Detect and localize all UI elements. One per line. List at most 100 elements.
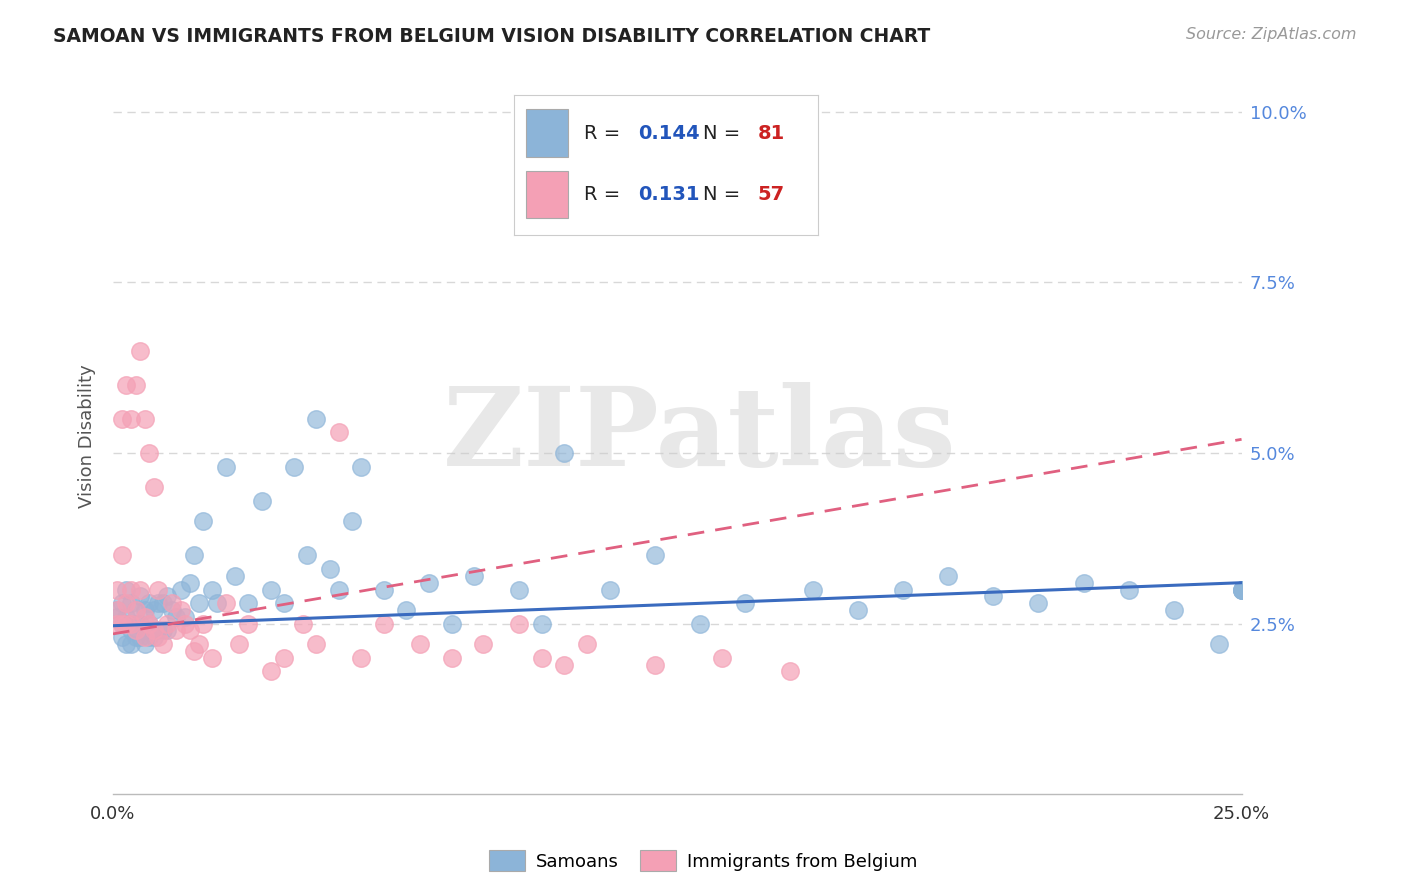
Point (689, 616, 711, 631)
Point (350, 650, 373, 665)
Point (165, 610, 187, 624)
Point (1230, 582, 1253, 597)
Point (134, 412, 156, 426)
Point (120, 637, 142, 651)
Point (156, 616, 179, 631)
Point (409, 637, 432, 651)
Point (328, 425, 350, 440)
Point (129, 616, 152, 631)
Point (156, 624, 179, 638)
Point (134, 603, 156, 617)
Point (201, 650, 224, 665)
Point (115, 582, 138, 597)
Point (644, 549, 666, 563)
Point (472, 637, 495, 651)
Point (1118, 582, 1140, 597)
Point (801, 582, 824, 597)
Point (373, 582, 395, 597)
Point (187, 596, 209, 610)
Point (373, 616, 395, 631)
Point (846, 603, 869, 617)
Point (1230, 582, 1253, 597)
Point (111, 630, 134, 644)
Point (891, 582, 914, 597)
Point (129, 582, 152, 597)
Point (111, 412, 134, 426)
Point (115, 377, 138, 392)
Point (142, 624, 165, 638)
Point (107, 582, 129, 597)
Point (152, 596, 174, 610)
Point (205, 596, 228, 610)
Point (291, 616, 314, 631)
Point (138, 616, 160, 631)
Point (1028, 596, 1050, 610)
Point (936, 569, 959, 583)
Point (1073, 575, 1095, 590)
Point (193, 616, 215, 631)
Point (530, 616, 553, 631)
Point (107, 616, 129, 631)
Point (152, 637, 174, 651)
Point (981, 590, 1004, 604)
Point (129, 630, 152, 644)
Point (120, 624, 142, 638)
Point (169, 603, 191, 617)
Point (1230, 582, 1253, 597)
Point (138, 630, 160, 644)
Point (508, 616, 530, 631)
Point (115, 616, 138, 631)
Point (183, 644, 205, 658)
Point (134, 610, 156, 624)
Point (215, 596, 238, 610)
Point (129, 590, 152, 604)
Point (644, 657, 666, 672)
Point (575, 637, 598, 651)
Point (138, 616, 160, 631)
Point (193, 514, 215, 528)
Point (260, 582, 283, 597)
Point (508, 582, 530, 597)
Point (120, 582, 142, 597)
Point (328, 582, 350, 597)
Point (734, 596, 756, 610)
Point (142, 603, 165, 617)
Point (146, 624, 169, 638)
Point (342, 514, 364, 528)
Point (115, 610, 138, 624)
Point (142, 630, 165, 644)
Point (174, 610, 197, 624)
Text: Source: ZipAtlas.com: Source: ZipAtlas.com (1187, 27, 1357, 42)
Y-axis label: Vision Disability: Vision Disability (79, 364, 96, 508)
Point (201, 582, 224, 597)
Point (124, 377, 146, 392)
Point (530, 650, 553, 665)
Point (120, 412, 142, 426)
Point (160, 603, 183, 617)
Point (146, 596, 169, 610)
Point (111, 616, 134, 631)
Point (115, 637, 138, 651)
Point (115, 616, 138, 631)
Point (463, 569, 485, 583)
Text: ZIPatlas: ZIPatlas (443, 383, 956, 490)
Point (228, 637, 250, 651)
Point (134, 630, 156, 644)
Point (1163, 603, 1185, 617)
Point (146, 630, 169, 644)
Point (138, 596, 160, 610)
Point (1230, 582, 1253, 597)
Point (215, 459, 238, 474)
Point (553, 446, 575, 460)
Point (124, 603, 146, 617)
Point (1208, 637, 1230, 651)
Legend: Samoans, Immigrants from Belgium: Samoans, Immigrants from Belgium (481, 843, 925, 879)
Point (599, 582, 621, 597)
Point (124, 630, 146, 644)
Point (238, 616, 260, 631)
Point (779, 665, 801, 679)
Point (295, 549, 318, 563)
Point (124, 603, 146, 617)
Text: SAMOAN VS IMMIGRANTS FROM BELGIUM VISION DISABILITY CORRELATION CHART: SAMOAN VS IMMIGRANTS FROM BELGIUM VISION… (53, 27, 931, 45)
Point (107, 603, 129, 617)
